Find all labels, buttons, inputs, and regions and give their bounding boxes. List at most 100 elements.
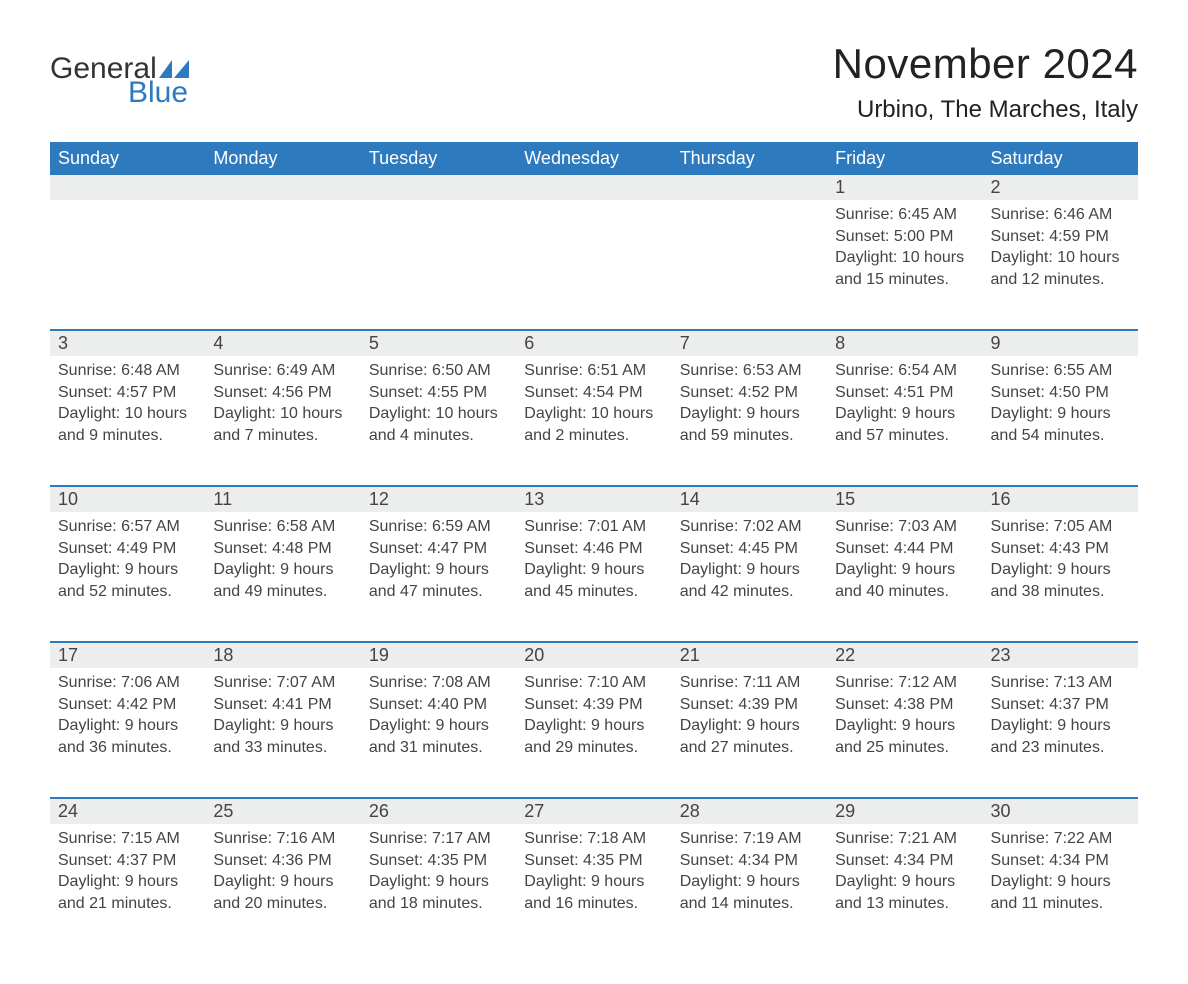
- sunrise-line: Sunrise: 6:45 AM: [835, 204, 974, 226]
- title-block: November 2024 Urbino, The Marches, Italy: [833, 40, 1138, 124]
- day-cell-content: Sunrise: 7:19 AMSunset: 4:34 PMDaylight:…: [680, 824, 819, 914]
- daylight-line: Daylight: 10 hours and 2 minutes.: [524, 403, 663, 446]
- sunset-line: Sunset: 5:00 PM: [835, 226, 974, 248]
- sunrise-line: Sunrise: 6:54 AM: [835, 360, 974, 382]
- sunrise-line: Sunrise: 7:19 AM: [680, 828, 819, 850]
- day-number-cell: 2: [983, 175, 1138, 200]
- sunset-line: Sunset: 4:41 PM: [213, 694, 352, 716]
- sunset-line: Sunset: 4:52 PM: [680, 382, 819, 404]
- daylight-line: Daylight: 9 hours and 52 minutes.: [58, 559, 197, 602]
- sunrise-line: Sunrise: 7:16 AM: [213, 828, 352, 850]
- sunset-line: Sunset: 4:51 PM: [835, 382, 974, 404]
- day-cell-content: Sunrise: 6:51 AMSunset: 4:54 PMDaylight:…: [524, 356, 663, 446]
- page-header: GeneralBlue November 2024 Urbino, The Ma…: [50, 40, 1138, 124]
- day-number-cell: 20: [516, 642, 671, 668]
- empty-day-number-cell: [361, 175, 516, 200]
- sunrise-line: Sunrise: 6:55 AM: [991, 360, 1130, 382]
- day-number-cell: 14: [672, 486, 827, 512]
- calendar-table: SundayMondayTuesdayWednesdayThursdayFrid…: [50, 142, 1138, 954]
- sunrise-line: Sunrise: 7:12 AM: [835, 672, 974, 694]
- sunset-line: Sunset: 4:43 PM: [991, 538, 1130, 560]
- day-cell-content: Sunrise: 6:46 AMSunset: 4:59 PMDaylight:…: [991, 200, 1130, 290]
- day-cell-content: Sunrise: 7:08 AMSunset: 4:40 PMDaylight:…: [369, 668, 508, 758]
- sunrise-line: Sunrise: 6:53 AM: [680, 360, 819, 382]
- daylight-line: Daylight: 9 hours and 29 minutes.: [524, 715, 663, 758]
- sunset-line: Sunset: 4:39 PM: [524, 694, 663, 716]
- daylight-line: Daylight: 9 hours and 47 minutes.: [369, 559, 508, 602]
- daylight-line: Daylight: 9 hours and 23 minutes.: [991, 715, 1130, 758]
- day-cell-content: Sunrise: 7:10 AMSunset: 4:39 PMDaylight:…: [524, 668, 663, 758]
- day-cell: Sunrise: 7:03 AMSunset: 4:44 PMDaylight:…: [827, 512, 982, 642]
- day-header: Saturday: [983, 142, 1138, 175]
- sunset-line: Sunset: 4:45 PM: [680, 538, 819, 560]
- sunset-line: Sunset: 4:54 PM: [524, 382, 663, 404]
- location-subtitle: Urbino, The Marches, Italy: [833, 96, 1138, 124]
- day-number-cell: 26: [361, 798, 516, 824]
- sunset-line: Sunset: 4:50 PM: [991, 382, 1130, 404]
- day-cell: Sunrise: 7:06 AMSunset: 4:42 PMDaylight:…: [50, 668, 205, 798]
- sunrise-line: Sunrise: 7:02 AM: [680, 516, 819, 538]
- day-number-cell: 5: [361, 330, 516, 356]
- empty-day-number-cell: [205, 175, 360, 200]
- sunrise-line: Sunrise: 7:17 AM: [369, 828, 508, 850]
- day-cell-content: Sunrise: 7:02 AMSunset: 4:45 PMDaylight:…: [680, 512, 819, 602]
- sunset-line: Sunset: 4:44 PM: [835, 538, 974, 560]
- calendar-page: GeneralBlue November 2024 Urbino, The Ma…: [0, 0, 1188, 984]
- daylight-line: Daylight: 9 hours and 59 minutes.: [680, 403, 819, 446]
- day-cell-content: Sunrise: 7:11 AMSunset: 4:39 PMDaylight:…: [680, 668, 819, 758]
- day-cell: Sunrise: 6:46 AMSunset: 4:59 PMDaylight:…: [983, 200, 1138, 330]
- sunset-line: Sunset: 4:59 PM: [991, 226, 1130, 248]
- day-number-cell: 24: [50, 798, 205, 824]
- day-cell-content: Sunrise: 7:06 AMSunset: 4:42 PMDaylight:…: [58, 668, 197, 758]
- day-cell: Sunrise: 7:11 AMSunset: 4:39 PMDaylight:…: [672, 668, 827, 798]
- day-number-cell: 29: [827, 798, 982, 824]
- day-cell-content: Sunrise: 6:55 AMSunset: 4:50 PMDaylight:…: [991, 356, 1130, 446]
- day-cell: Sunrise: 7:10 AMSunset: 4:39 PMDaylight:…: [516, 668, 671, 798]
- day-header: Thursday: [672, 142, 827, 175]
- sunset-line: Sunset: 4:42 PM: [58, 694, 197, 716]
- daylight-line: Daylight: 9 hours and 11 minutes.: [991, 871, 1130, 914]
- day-cell: Sunrise: 6:49 AMSunset: 4:56 PMDaylight:…: [205, 356, 360, 486]
- day-cell: Sunrise: 7:13 AMSunset: 4:37 PMDaylight:…: [983, 668, 1138, 798]
- day-cell-content: Sunrise: 7:01 AMSunset: 4:46 PMDaylight:…: [524, 512, 663, 602]
- day-header: Tuesday: [361, 142, 516, 175]
- day-cell-content: Sunrise: 7:05 AMSunset: 4:43 PMDaylight:…: [991, 512, 1130, 602]
- sunrise-line: Sunrise: 7:07 AM: [213, 672, 352, 694]
- daylight-line: Daylight: 9 hours and 27 minutes.: [680, 715, 819, 758]
- daylight-line: Daylight: 9 hours and 16 minutes.: [524, 871, 663, 914]
- day-cell: Sunrise: 6:48 AMSunset: 4:57 PMDaylight:…: [50, 356, 205, 486]
- sunset-line: Sunset: 4:37 PM: [991, 694, 1130, 716]
- day-number-cell: 19: [361, 642, 516, 668]
- day-cell: Sunrise: 6:54 AMSunset: 4:51 PMDaylight:…: [827, 356, 982, 486]
- day-cell: Sunrise: 7:12 AMSunset: 4:38 PMDaylight:…: [827, 668, 982, 798]
- day-number-cell: 18: [205, 642, 360, 668]
- sunrise-line: Sunrise: 7:06 AM: [58, 672, 197, 694]
- day-cell: Sunrise: 6:58 AMSunset: 4:48 PMDaylight:…: [205, 512, 360, 642]
- day-number-cell: 21: [672, 642, 827, 668]
- empty-day-cell: [672, 200, 827, 330]
- day-cell-content: Sunrise: 6:49 AMSunset: 4:56 PMDaylight:…: [213, 356, 352, 446]
- day-cell: Sunrise: 7:15 AMSunset: 4:37 PMDaylight:…: [50, 824, 205, 954]
- day-number-cell: 6: [516, 330, 671, 356]
- day-cell-content: Sunrise: 6:48 AMSunset: 4:57 PMDaylight:…: [58, 356, 197, 446]
- sunrise-line: Sunrise: 7:22 AM: [991, 828, 1130, 850]
- sunrise-line: Sunrise: 6:57 AM: [58, 516, 197, 538]
- daylight-line: Daylight: 10 hours and 9 minutes.: [58, 403, 197, 446]
- daylight-line: Daylight: 9 hours and 31 minutes.: [369, 715, 508, 758]
- sunrise-line: Sunrise: 6:46 AM: [991, 204, 1130, 226]
- sunset-line: Sunset: 4:55 PM: [369, 382, 508, 404]
- daylight-line: Daylight: 9 hours and 40 minutes.: [835, 559, 974, 602]
- day-number-cell: 8: [827, 330, 982, 356]
- day-number-cell: 27: [516, 798, 671, 824]
- sunset-line: Sunset: 4:37 PM: [58, 850, 197, 872]
- day-header: Wednesday: [516, 142, 671, 175]
- sunset-line: Sunset: 4:57 PM: [58, 382, 197, 404]
- sunrise-line: Sunrise: 6:50 AM: [369, 360, 508, 382]
- sunset-line: Sunset: 4:35 PM: [524, 850, 663, 872]
- daylight-line: Daylight: 10 hours and 15 minutes.: [835, 247, 974, 290]
- daylight-line: Daylight: 9 hours and 21 minutes.: [58, 871, 197, 914]
- daylight-line: Daylight: 9 hours and 33 minutes.: [213, 715, 352, 758]
- day-cell: Sunrise: 7:16 AMSunset: 4:36 PMDaylight:…: [205, 824, 360, 954]
- sunset-line: Sunset: 4:34 PM: [835, 850, 974, 872]
- day-cell-content: Sunrise: 7:18 AMSunset: 4:35 PMDaylight:…: [524, 824, 663, 914]
